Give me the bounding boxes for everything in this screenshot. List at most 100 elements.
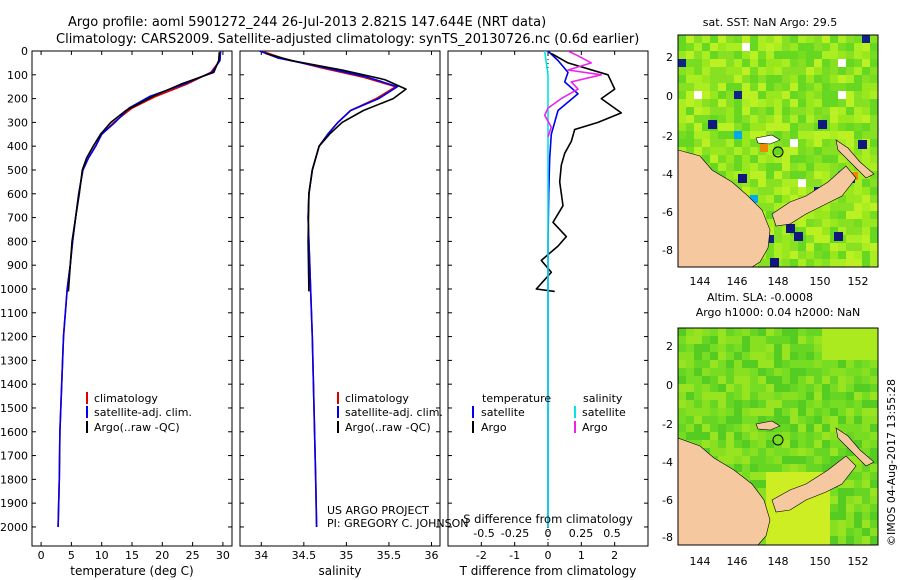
legend-label: satellite-adj. clim.: [94, 406, 192, 419]
sst-cell: [766, 171, 774, 179]
sla-cell: [854, 456, 862, 464]
sst-cell: [750, 171, 758, 179]
sla-cell: [838, 512, 846, 520]
sst-cell: [742, 163, 750, 171]
sst-cell: [862, 211, 870, 219]
sst-cell: [870, 139, 878, 147]
s-tick: 0.25: [569, 527, 594, 540]
sst-cell: [798, 163, 806, 171]
sla-cell: [742, 416, 750, 424]
sst-cell: [830, 171, 838, 179]
sla-cell: [862, 424, 870, 432]
sst-cell: [854, 251, 862, 259]
sla-cell: [686, 368, 694, 376]
sla-cell: [862, 472, 870, 480]
sla-cell: [862, 336, 870, 344]
sst-cell: [734, 35, 742, 43]
sst-cell: [710, 115, 718, 123]
sla-cell: [854, 496, 862, 504]
sst-cell: [790, 219, 798, 227]
depth-tick-label: 1500: [0, 402, 28, 415]
sla-cell: [750, 472, 758, 480]
sla-cell: [838, 504, 846, 512]
sla-cell: [870, 328, 878, 336]
sla-cell: [822, 536, 830, 544]
sla-cell: [814, 360, 822, 368]
depth-tick-label: 400: [7, 140, 28, 153]
sla-cell: [830, 432, 838, 440]
sst-cell: [838, 251, 846, 259]
sla-cell: [854, 352, 862, 360]
sst-cell: [838, 211, 846, 219]
land-new-guinea: [678, 149, 771, 267]
sst-cell: [718, 171, 726, 179]
sla-cell: [766, 368, 774, 376]
sla-cell: [782, 336, 790, 344]
sla-cell: [814, 440, 822, 448]
sst-cell: [718, 67, 726, 75]
sst-cell: [734, 123, 742, 131]
sst-cell: [766, 43, 774, 51]
sst-cell: [822, 107, 830, 115]
sla-cell: [814, 496, 822, 504]
sla-cell: [846, 488, 854, 496]
sst-cell: [806, 147, 814, 155]
sla-cell: [798, 408, 806, 416]
sla-cell: [718, 384, 726, 392]
sst-cell: [750, 123, 758, 131]
sst-cell: [774, 155, 782, 163]
sla-cell: [750, 384, 758, 392]
sla-cell: [862, 488, 870, 496]
sla-map-axes: 144 146 148 150 152 2 0 -2 -4 -6 -8: [662, 340, 868, 568]
sst-cell: [774, 107, 782, 115]
sst-cell: [742, 67, 750, 75]
sst-cell: [782, 123, 790, 131]
sst-cell: [830, 115, 838, 123]
sst-cell: [870, 51, 878, 59]
sst-cell: [758, 99, 766, 107]
sst-cell: [806, 211, 814, 219]
sla-cell: [790, 328, 798, 336]
sst-cell: [862, 59, 870, 67]
sst-cell: [766, 115, 774, 123]
sla-cell: [846, 504, 854, 512]
sst-cell: [742, 187, 750, 195]
sst-cell: [702, 123, 710, 131]
sla-cell: [758, 472, 766, 480]
sst-cell: [678, 35, 686, 43]
sst-cell: [686, 115, 694, 123]
sst-cell: [790, 115, 798, 123]
sla-cell: [750, 464, 758, 472]
sst-cell: [774, 187, 782, 195]
sst-cell: [786, 224, 795, 233]
sst-cell: [694, 115, 702, 123]
sst-cell: [750, 147, 758, 155]
sla-cell: [790, 504, 798, 512]
sst-cell: [830, 211, 838, 219]
sst-cell: [718, 163, 726, 171]
sst-cell: [870, 67, 878, 75]
sla-cell: [678, 392, 686, 400]
sla-cell: [782, 512, 790, 520]
x-tick-label: 15: [125, 549, 139, 562]
figure-title-line1: Argo profile: aoml 5901272_244 26-Jul-20…: [68, 15, 546, 30]
sst-cell: [766, 163, 774, 171]
sst-cell: [862, 75, 870, 83]
sla-cell: [854, 520, 862, 528]
sst-cell: [766, 219, 774, 227]
sla-cell: [782, 344, 790, 352]
sst-cell: [806, 91, 814, 99]
sla-cell: [846, 328, 854, 336]
sla-cell: [734, 392, 742, 400]
sst-cell: [854, 107, 862, 115]
sla-cell: [774, 528, 782, 536]
sst-cell: [806, 35, 814, 43]
sla-cell: [766, 360, 774, 368]
sla-cell: [750, 448, 758, 456]
sla-cell: [790, 472, 798, 480]
sla-cell: [758, 392, 766, 400]
depth-tick-label: 600: [7, 188, 28, 201]
sst-cell: [710, 99, 718, 107]
sst-cell: [830, 91, 838, 99]
sla-cell: [742, 400, 750, 408]
